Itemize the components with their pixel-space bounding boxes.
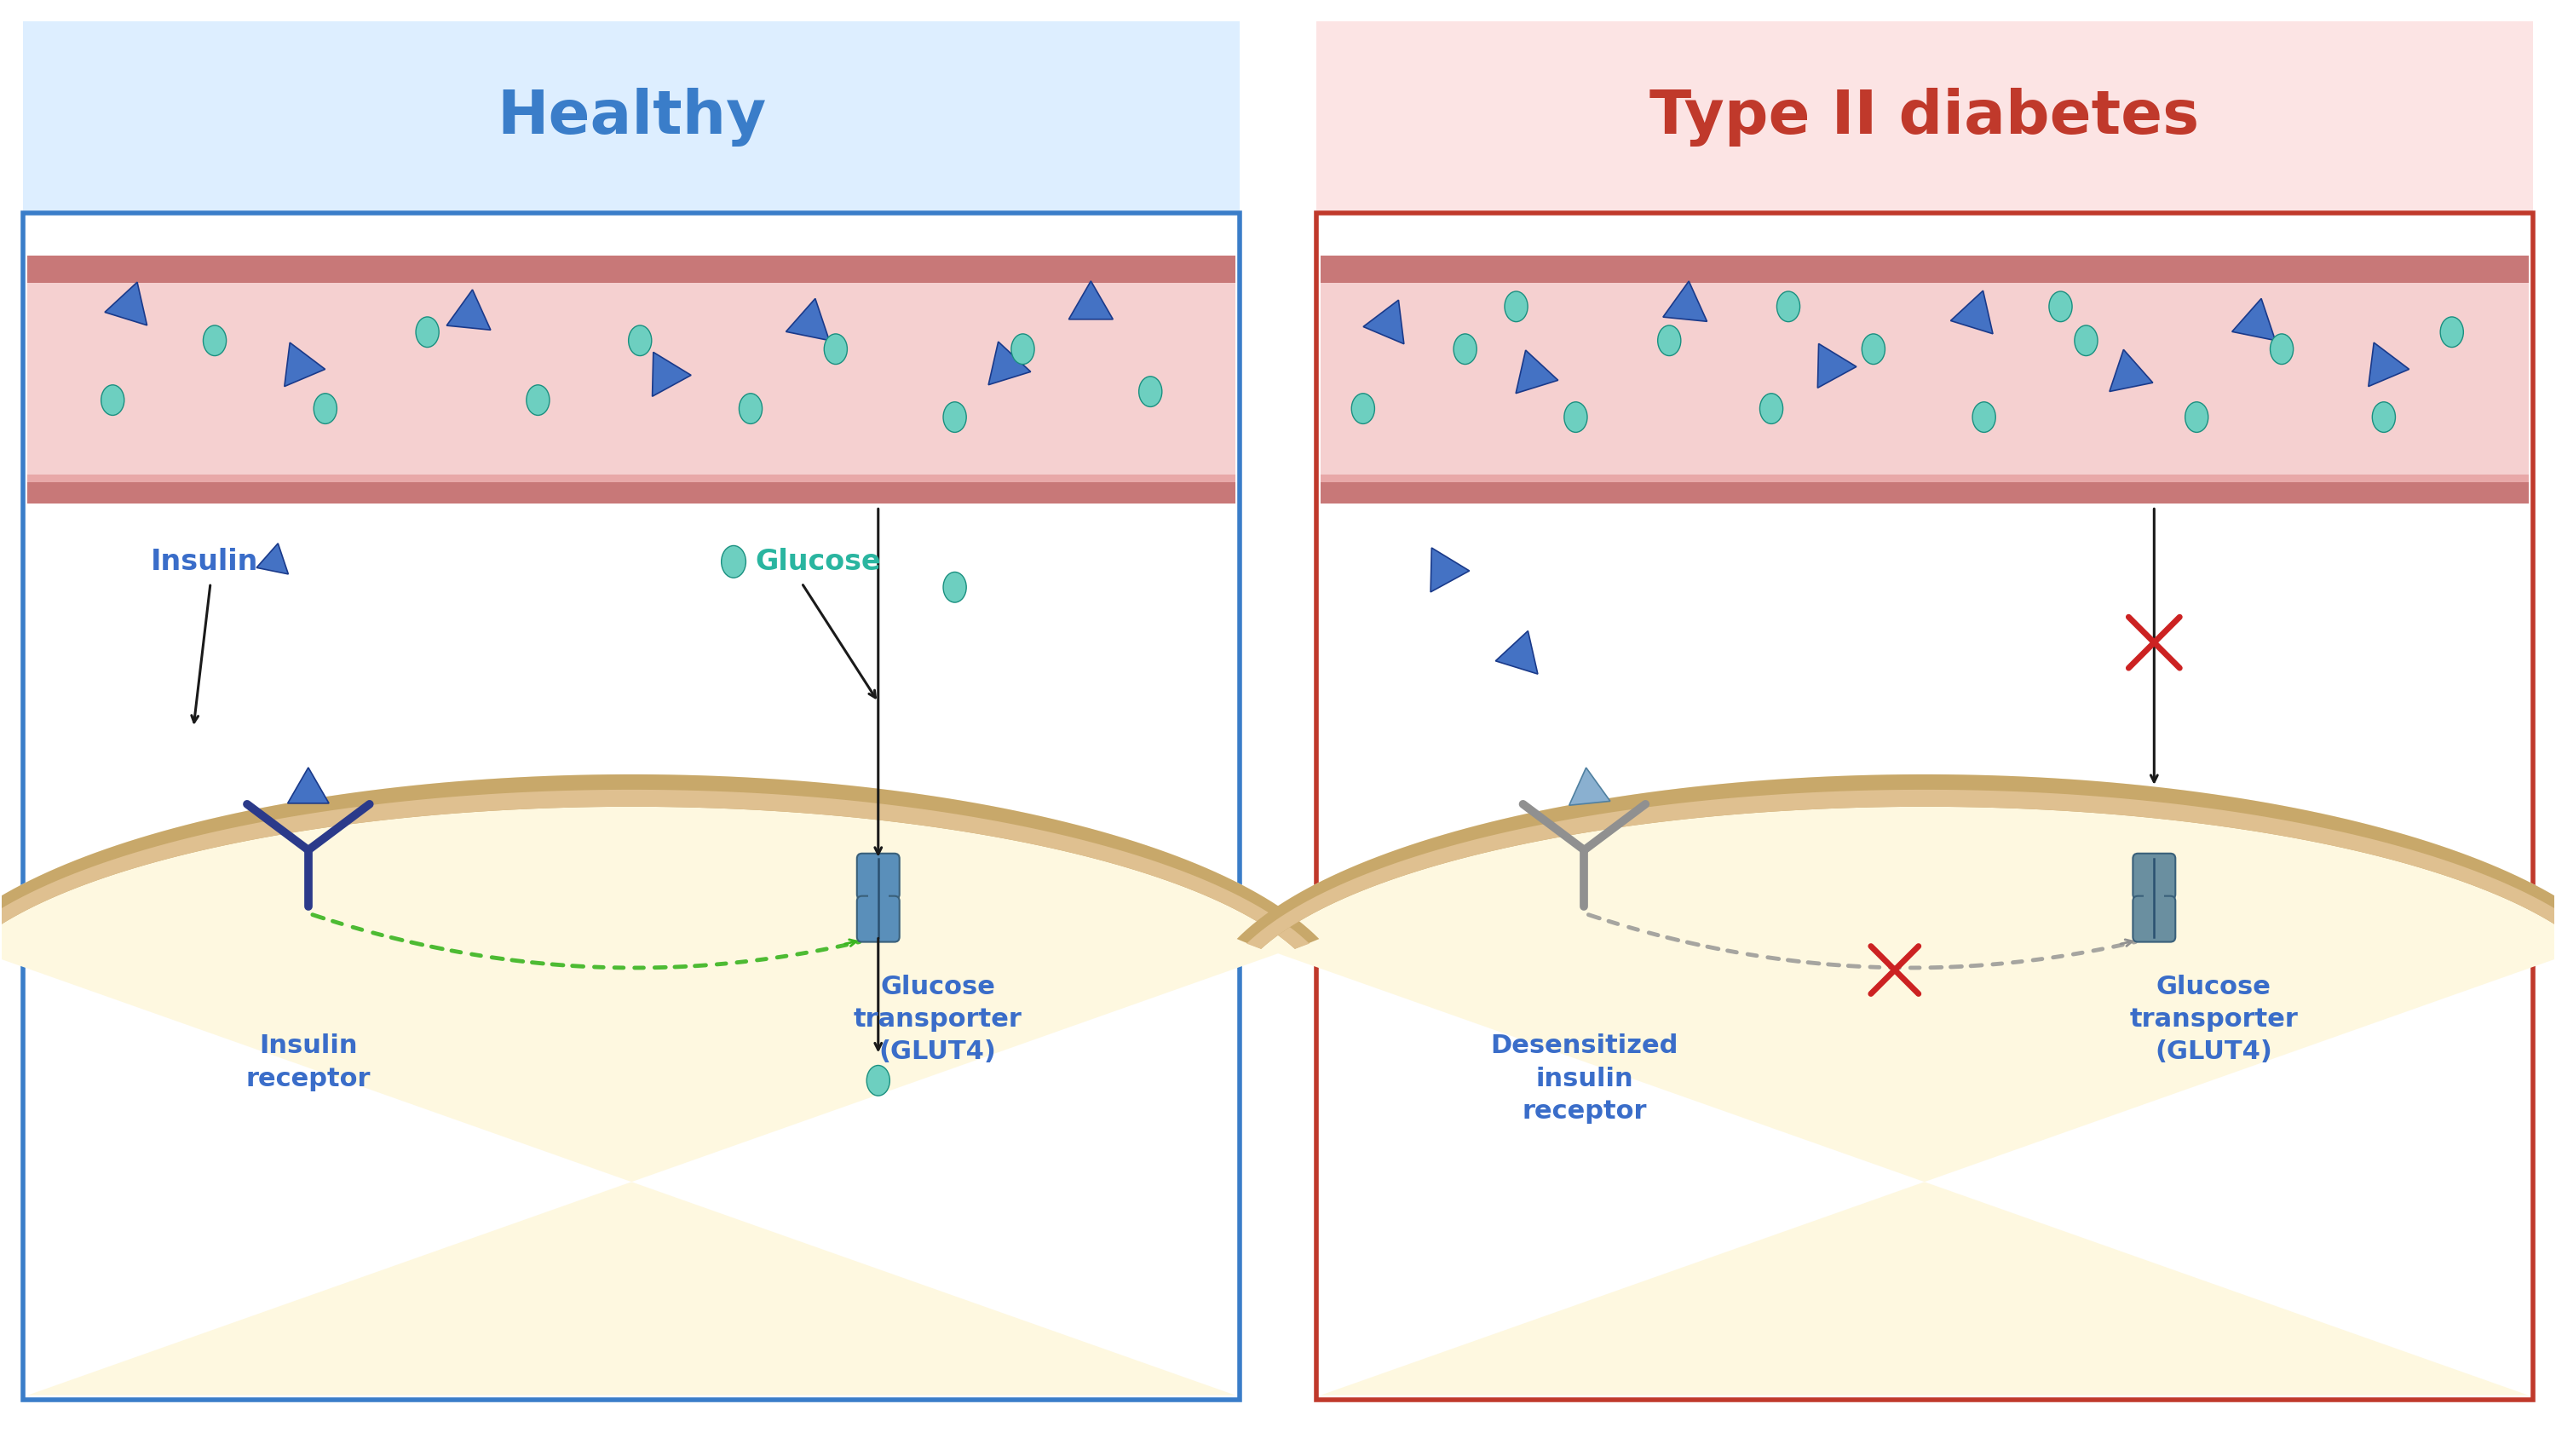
Polygon shape xyxy=(989,342,1030,384)
Ellipse shape xyxy=(314,393,337,424)
Ellipse shape xyxy=(943,572,966,603)
Text: Healthy: Healthy xyxy=(496,87,767,147)
Polygon shape xyxy=(785,298,828,341)
Polygon shape xyxy=(2109,349,2152,392)
Ellipse shape xyxy=(1352,393,1375,424)
Polygon shape xyxy=(0,775,1319,949)
Ellipse shape xyxy=(1454,333,1477,364)
Bar xyxy=(1321,255,2528,282)
Bar xyxy=(869,893,889,903)
FancyBboxPatch shape xyxy=(2132,853,2175,900)
Bar xyxy=(23,22,1240,213)
Bar xyxy=(28,475,1235,499)
Polygon shape xyxy=(1237,775,2556,1395)
FancyBboxPatch shape xyxy=(856,895,900,942)
Polygon shape xyxy=(284,342,325,386)
Ellipse shape xyxy=(2185,402,2208,432)
Polygon shape xyxy=(1817,344,1856,387)
Polygon shape xyxy=(1569,767,1610,805)
Ellipse shape xyxy=(1012,333,1035,364)
Ellipse shape xyxy=(1564,402,1587,432)
Bar xyxy=(1316,213,2533,1399)
Polygon shape xyxy=(256,543,289,574)
Ellipse shape xyxy=(1776,291,1799,322)
Ellipse shape xyxy=(2372,402,2395,432)
Ellipse shape xyxy=(2270,333,2293,364)
Polygon shape xyxy=(1247,789,2556,949)
Polygon shape xyxy=(0,789,1309,949)
Ellipse shape xyxy=(1759,393,1784,424)
Polygon shape xyxy=(289,767,330,804)
Text: Glucose: Glucose xyxy=(754,547,882,575)
Ellipse shape xyxy=(2050,291,2073,322)
Polygon shape xyxy=(1237,775,2556,949)
Ellipse shape xyxy=(417,317,440,347)
Bar xyxy=(23,213,1240,1399)
Bar xyxy=(1321,282,2528,475)
Text: Glucose
transporter
(GLUT4): Glucose transporter (GLUT4) xyxy=(2129,974,2298,1064)
Bar xyxy=(28,282,1235,475)
Bar xyxy=(28,226,1235,255)
Polygon shape xyxy=(105,282,148,325)
Ellipse shape xyxy=(629,325,652,355)
Ellipse shape xyxy=(721,546,746,578)
Polygon shape xyxy=(0,775,1319,1395)
Polygon shape xyxy=(1431,547,1470,593)
Ellipse shape xyxy=(866,1066,889,1096)
Text: Insulin: Insulin xyxy=(151,547,258,575)
FancyBboxPatch shape xyxy=(856,853,900,900)
Ellipse shape xyxy=(527,384,550,415)
Polygon shape xyxy=(1068,281,1112,319)
Ellipse shape xyxy=(943,402,966,432)
Bar xyxy=(1316,22,2533,213)
Text: Glucose
transporter
(GLUT4): Glucose transporter (GLUT4) xyxy=(854,974,1022,1064)
Bar xyxy=(1321,475,2528,499)
Text: Desensitized
insulin
receptor: Desensitized insulin receptor xyxy=(1490,1034,1679,1124)
Polygon shape xyxy=(1495,630,1539,674)
Ellipse shape xyxy=(1505,291,1528,322)
Ellipse shape xyxy=(739,393,762,424)
Polygon shape xyxy=(1950,291,1994,333)
Ellipse shape xyxy=(2441,317,2464,347)
Ellipse shape xyxy=(202,325,227,355)
Bar xyxy=(28,255,1235,282)
Bar xyxy=(28,482,1235,504)
Polygon shape xyxy=(447,290,491,331)
Bar xyxy=(1321,226,2528,255)
Polygon shape xyxy=(2231,298,2275,341)
Polygon shape xyxy=(1664,281,1707,322)
Bar xyxy=(1321,482,2528,504)
FancyBboxPatch shape xyxy=(2132,895,2175,942)
Bar xyxy=(2144,893,2165,903)
Polygon shape xyxy=(1516,351,1559,393)
Ellipse shape xyxy=(1973,402,1996,432)
Polygon shape xyxy=(652,352,690,396)
Text: Insulin
receptor: Insulin receptor xyxy=(245,1034,371,1091)
Ellipse shape xyxy=(2075,325,2098,355)
Ellipse shape xyxy=(1861,333,1884,364)
Ellipse shape xyxy=(1659,325,1682,355)
Polygon shape xyxy=(1362,300,1403,344)
Bar xyxy=(1321,504,2528,877)
Ellipse shape xyxy=(102,384,125,415)
Text: Type II diabetes: Type II diabetes xyxy=(1649,87,2198,147)
Ellipse shape xyxy=(1140,377,1163,406)
Polygon shape xyxy=(2369,342,2410,386)
Ellipse shape xyxy=(823,333,846,364)
Bar xyxy=(28,504,1235,877)
